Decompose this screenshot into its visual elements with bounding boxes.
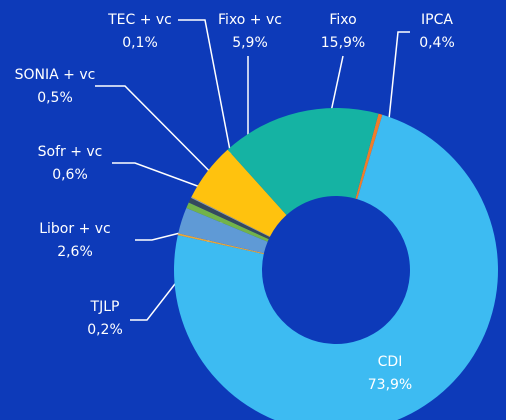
slice bbox=[191, 149, 287, 237]
slice-label: CDI bbox=[378, 354, 403, 370]
value-label: 15,9% bbox=[321, 35, 365, 51]
slice bbox=[186, 202, 269, 242]
leader-line bbox=[95, 85, 237, 199]
value-label: 0,6% bbox=[52, 167, 88, 183]
slice bbox=[188, 197, 270, 240]
slice bbox=[174, 114, 498, 420]
slice-label: Fixo + vc bbox=[218, 12, 282, 28]
leader-line bbox=[178, 19, 239, 193]
slice bbox=[355, 113, 383, 200]
value-label: 73,9% bbox=[368, 377, 412, 393]
slice-label: TJLP bbox=[90, 299, 120, 315]
slice-label: Sofr + vc bbox=[38, 144, 103, 160]
slice bbox=[178, 208, 268, 254]
value-label: 2,6% bbox=[57, 244, 93, 260]
slice-label: SONIA + vc bbox=[15, 67, 96, 83]
value-label: 0,2% bbox=[87, 322, 123, 338]
slice-label: Fixo bbox=[329, 12, 356, 28]
slice bbox=[177, 233, 264, 255]
slices bbox=[174, 108, 498, 420]
slice-label: IPCA bbox=[421, 12, 453, 28]
slice bbox=[227, 108, 379, 215]
value-label: 0,4% bbox=[419, 35, 455, 51]
slice bbox=[190, 196, 270, 238]
slice-label: Libor + vc bbox=[39, 221, 111, 237]
value-label: 0,1% bbox=[122, 35, 158, 51]
value-label: 5,9% bbox=[232, 35, 268, 51]
value-label: 0,5% bbox=[37, 90, 73, 106]
slice-label: TEC + vc bbox=[107, 12, 172, 28]
leader-lines bbox=[95, 19, 410, 321]
leader-line bbox=[385, 31, 410, 149]
